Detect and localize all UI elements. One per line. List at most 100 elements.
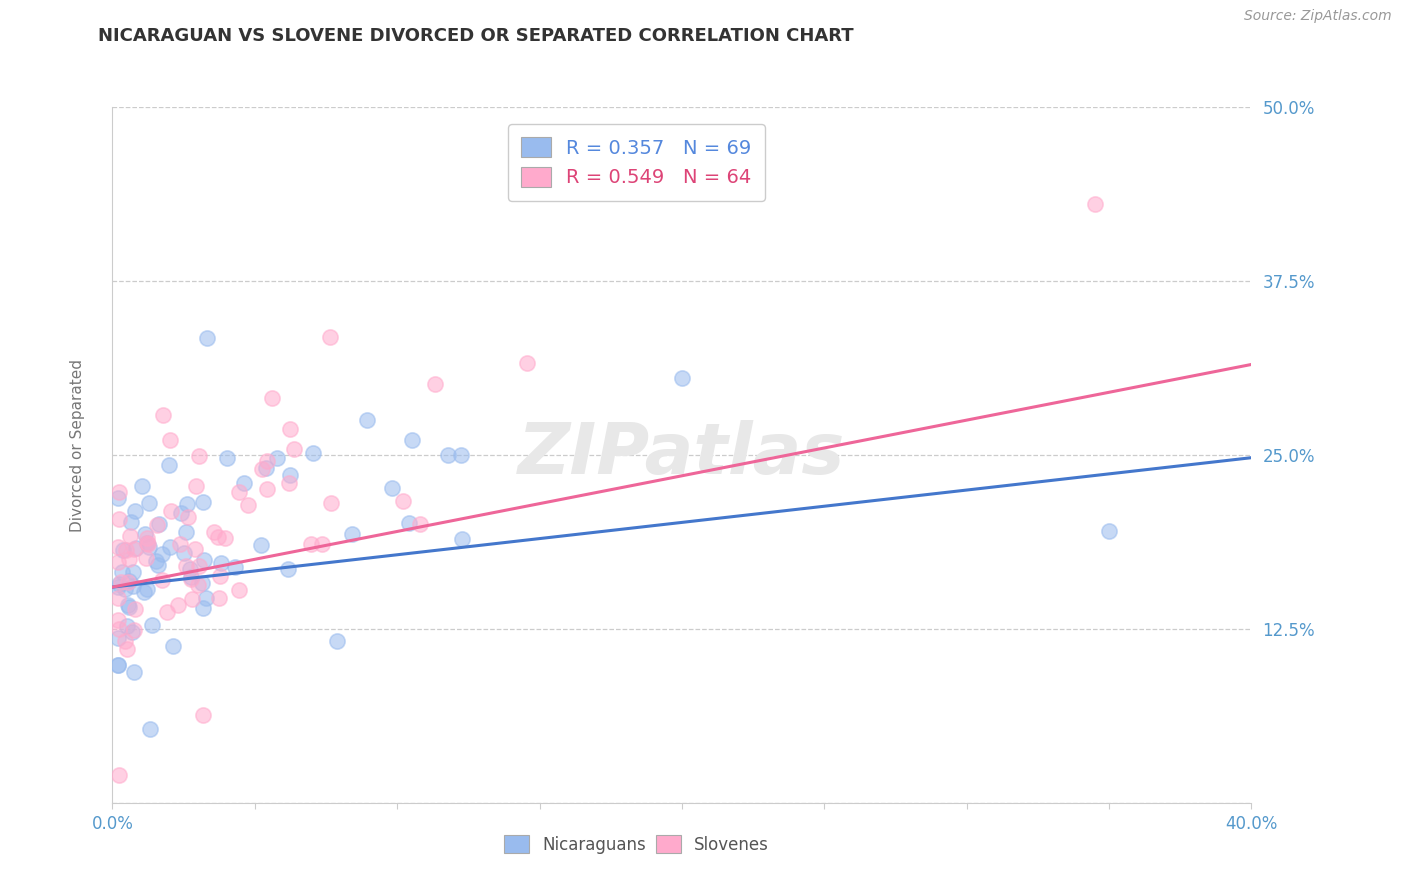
Point (122, 624, 145, 638)
Point (107, 580, 129, 594)
Point (138, 496, 160, 510)
Point (108, 768, 131, 782)
Point (135, 551, 157, 566)
Point (409, 517, 432, 532)
Point (107, 591, 129, 606)
Point (157, 458, 180, 472)
Point (280, 468, 302, 483)
Point (117, 619, 139, 633)
Point (138, 541, 160, 555)
Point (356, 413, 378, 427)
Point (146, 558, 169, 572)
Point (107, 613, 129, 627)
Point (124, 541, 146, 556)
Point (121, 578, 143, 592)
Legend: Nicaraguans, Slovenes: Nicaraguans, Slovenes (498, 829, 776, 861)
Point (208, 569, 231, 583)
Point (177, 510, 200, 524)
Point (228, 582, 250, 597)
Point (118, 600, 141, 615)
Point (107, 491, 129, 505)
Text: NICARAGUAN VS SLOVENE DIVORCED OR SEPARATED CORRELATION CHART: NICARAGUAN VS SLOVENE DIVORCED OR SEPARA… (98, 27, 853, 45)
Point (107, 541, 129, 555)
Point (174, 525, 197, 540)
Point (148, 517, 170, 532)
Point (319, 329, 342, 343)
Point (217, 450, 239, 465)
Point (122, 665, 145, 679)
Point (169, 506, 191, 520)
Point (118, 574, 141, 589)
Point (110, 574, 132, 589)
Point (277, 562, 299, 576)
Point (193, 495, 215, 509)
Point (516, 355, 538, 369)
Point (174, 558, 197, 573)
Point (425, 377, 447, 392)
Point (319, 496, 342, 510)
Point (256, 454, 278, 468)
Point (260, 391, 283, 405)
Point (117, 598, 139, 612)
Point (107, 657, 129, 672)
Point (391, 493, 413, 508)
Point (145, 518, 167, 533)
Point (135, 536, 157, 550)
Point (108, 484, 131, 499)
Point (108, 622, 131, 636)
Point (150, 573, 173, 587)
Point (125, 541, 148, 555)
Point (283, 442, 305, 456)
Point (117, 574, 139, 589)
Point (311, 537, 333, 551)
Point (152, 408, 174, 422)
Point (250, 538, 273, 552)
Point (214, 531, 236, 545)
Point (155, 605, 177, 619)
Point (180, 570, 202, 584)
Point (124, 503, 146, 517)
Point (111, 543, 134, 558)
Point (254, 461, 277, 475)
Point (450, 533, 472, 547)
Point (115, 542, 138, 557)
Point (191, 576, 214, 591)
Point (135, 582, 157, 596)
Point (207, 530, 229, 544)
Point (131, 478, 153, 492)
Point (450, 448, 472, 462)
Point (202, 524, 225, 539)
Point (1084, 197, 1107, 211)
Point (208, 591, 231, 606)
Point (187, 449, 209, 463)
Point (159, 434, 181, 448)
Point (107, 555, 129, 569)
Point (179, 562, 201, 576)
Text: Source: ZipAtlas.com: Source: ZipAtlas.com (1244, 9, 1392, 23)
Point (278, 422, 301, 436)
Point (256, 482, 278, 496)
Point (381, 481, 404, 495)
Point (194, 591, 217, 605)
Point (160, 504, 183, 518)
Point (141, 617, 163, 632)
Point (120, 515, 142, 529)
Point (326, 634, 349, 648)
Point (1098, 524, 1121, 539)
Point (401, 434, 423, 448)
Point (183, 541, 205, 556)
Point (132, 584, 155, 599)
Point (437, 448, 460, 462)
Point (115, 642, 138, 657)
Point (107, 658, 129, 673)
Point (236, 498, 259, 512)
Point (176, 497, 198, 511)
Point (114, 633, 136, 648)
Text: Divorced or Separated: Divorced or Separated (70, 359, 84, 533)
Point (228, 484, 250, 499)
Point (145, 554, 167, 568)
Point (136, 531, 159, 545)
Point (124, 602, 146, 616)
Point (224, 560, 246, 574)
Point (181, 591, 204, 606)
